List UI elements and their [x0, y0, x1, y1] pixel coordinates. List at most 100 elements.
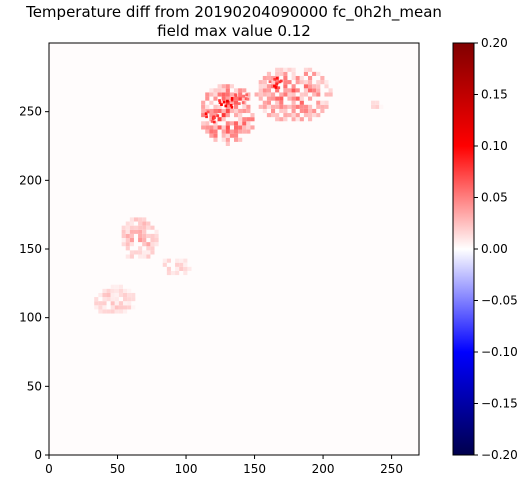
heat-cell: [114, 309, 119, 314]
heat-cell: [246, 129, 251, 134]
heat-cell: [287, 104, 292, 109]
heat-cell: [308, 96, 313, 101]
heat-hotspot: [273, 77, 277, 81]
heat-cell: [287, 67, 292, 72]
heat-cell: [291, 84, 296, 89]
y-tick-label: 0: [34, 448, 42, 462]
heat-cell: [316, 104, 321, 109]
heat-hotspot: [238, 97, 242, 101]
heat-cell: [142, 238, 147, 243]
heat-cell: [94, 301, 99, 306]
heat-hotspot: [204, 112, 208, 116]
heat-hotspot: [278, 80, 282, 84]
y-axis: 0 50 100 150 200 250: [19, 105, 49, 462]
colorbar-tick-label: 0.05: [481, 191, 508, 205]
heat-cell: [123, 305, 128, 310]
heat-hotspot: [206, 110, 210, 114]
heat-hotspot: [220, 103, 223, 106]
heat-cell: [283, 71, 288, 76]
heat-hotspot: [275, 82, 279, 86]
heat-hotspot: [274, 84, 278, 88]
heat-cell: [146, 221, 151, 226]
heat-cell: [170, 270, 176, 276]
heat-cell: [262, 88, 267, 93]
heat-cell: [129, 217, 134, 222]
heat-cell: [320, 108, 325, 114]
heat-cell: [133, 250, 139, 255]
heat-cell: [254, 92, 259, 97]
heat-cell: [213, 104, 218, 109]
heat-cell: [217, 84, 222, 89]
heat-cell: [213, 96, 218, 101]
heat-cell: [102, 301, 107, 306]
heat-cell: [98, 292, 103, 298]
heat-cell: [275, 71, 280, 76]
heat-cell: [299, 80, 304, 85]
heat-cell: [295, 117, 300, 122]
heat-cell: [371, 104, 376, 109]
heat-hotspot: [230, 97, 234, 100]
heat-hotspot: [242, 94, 245, 98]
heat-cell: [303, 88, 308, 93]
heat-cell: [266, 84, 271, 89]
heat-hotspot: [241, 101, 245, 104]
heat-cell: [129, 233, 134, 239]
heat-cell: [299, 96, 304, 101]
heat-cell: [295, 96, 300, 101]
chart-title-line-2: field max value 0.12: [157, 22, 311, 40]
heat-cell: [316, 88, 321, 93]
heat-cell: [133, 217, 139, 222]
heat-cell: [213, 133, 218, 138]
heat-cell: [320, 80, 325, 85]
y-tick-label: 150: [19, 242, 42, 256]
heat-cell: [299, 100, 304, 105]
heat-cell: [291, 75, 296, 81]
heat-cell: [308, 88, 313, 93]
heat-cell: [162, 258, 167, 263]
heat-cell: [225, 92, 230, 97]
heat-hotspot: [268, 80, 272, 84]
heat-cell: [271, 92, 276, 97]
heat-cell: [295, 88, 300, 93]
heat-cell: [283, 84, 288, 89]
heat-hotspot: [244, 97, 248, 101]
heat-cell: [102, 288, 107, 293]
heat-cell: [98, 301, 103, 306]
heat-cell: [287, 96, 292, 101]
heat-hotspot: [230, 98, 234, 102]
heat-cell: [266, 92, 271, 97]
heat-hotspot: [218, 101, 222, 105]
heat-cell: [238, 137, 243, 142]
heat-cell: [183, 266, 188, 271]
heat-cell: [324, 84, 329, 89]
heat-cell: [316, 84, 321, 89]
heat-cell: [238, 88, 243, 93]
heat-cell: [262, 100, 267, 105]
x-tick-label: 100: [175, 462, 198, 476]
heat-cell: [242, 129, 247, 134]
heat-hotspot: [224, 104, 228, 108]
heat-cell: [154, 229, 159, 234]
heat-cell: [238, 92, 243, 97]
heat-cell: [299, 75, 304, 81]
heat-cell: [225, 133, 230, 138]
heat-cell: [205, 121, 210, 126]
heat-cell: [266, 75, 271, 81]
heat-cell: [308, 75, 313, 81]
heat-cell: [209, 100, 214, 105]
heat-cell: [94, 297, 99, 302]
heat-hotspot: [210, 120, 214, 123]
heat-hotspot: [213, 116, 216, 120]
heat-cell: [308, 84, 313, 89]
heat-cell: [234, 129, 239, 134]
heat-cell: [242, 121, 247, 126]
heat-cell: [303, 108, 308, 114]
heat-cell: [110, 305, 115, 310]
heat-cell: [312, 84, 317, 89]
heat-cell: [283, 113, 288, 118]
heat-cell: [125, 254, 130, 259]
heat-cell: [299, 92, 304, 97]
heat-cell: [138, 225, 143, 230]
heat-cell: [213, 92, 218, 97]
